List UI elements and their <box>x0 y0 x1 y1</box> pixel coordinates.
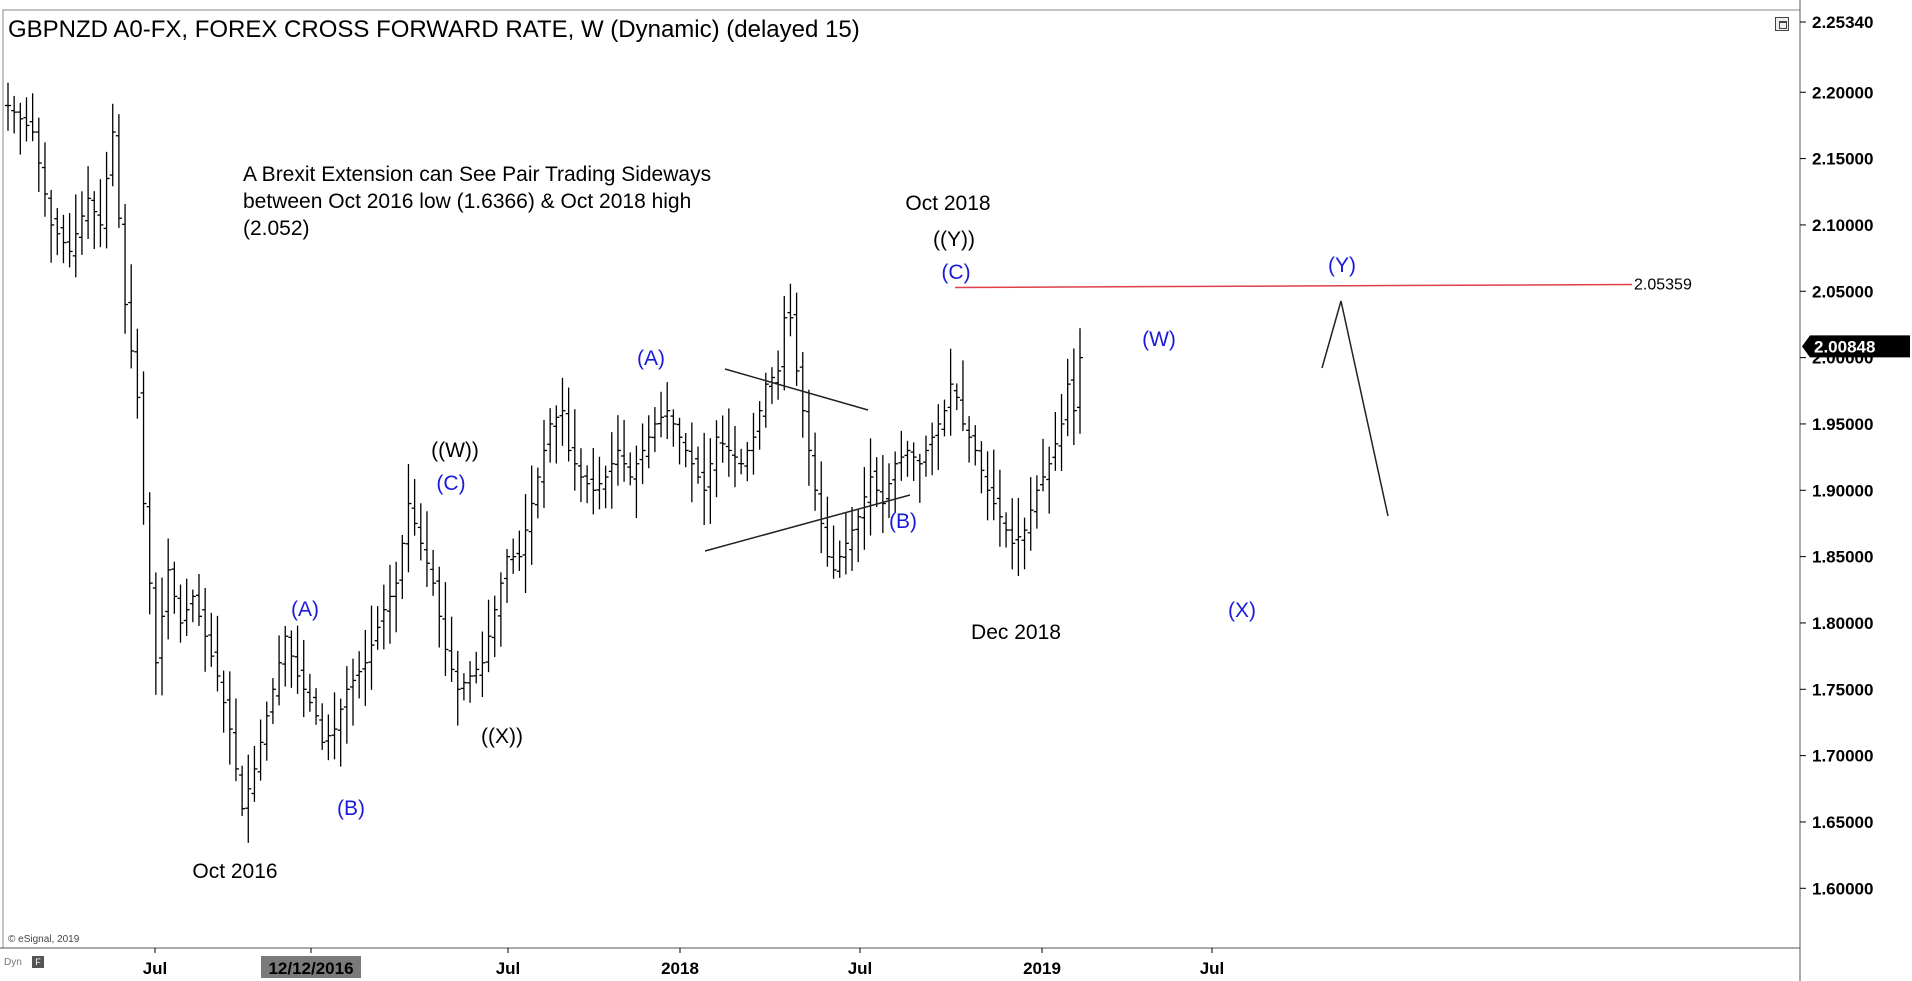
maximize-icon[interactable] <box>1775 17 1789 31</box>
last-price-label: 2.00848 <box>1814 337 1875 356</box>
resistance-line <box>954 283 1633 289</box>
triangle-lower-trendline <box>704 494 911 552</box>
wave-label-a2: (A) <box>637 347 665 370</box>
resistance-label: 2.05359 <box>1634 277 1692 294</box>
y-tick-label: 1.90000 <box>1812 481 1873 500</box>
y-tick-label: 1.60000 <box>1812 879 1873 898</box>
dyn-label: Dyn <box>4 957 22 968</box>
annotations: 2.05359 A Brexit Extension can See Pair T… <box>192 163 1692 883</box>
wave-label-x: (X) <box>1228 599 1256 622</box>
y-tick-label: 2.10000 <box>1812 216 1873 235</box>
x-axis: Jul 12/12/2016 Jul 2018 Jul 2019 Jul <box>143 948 1225 978</box>
x-tick-label: Jul <box>143 959 168 978</box>
triangle-upper-trendline <box>724 368 869 411</box>
x-tick-label: Jul <box>496 959 521 978</box>
y-tick-label: 2.05000 <box>1812 282 1873 301</box>
projection-path <box>1321 300 1389 517</box>
y-tick-label: 1.85000 <box>1812 548 1873 567</box>
wave-label-oct2016: Oct 2016 <box>192 860 277 883</box>
y-tick-label: 2.15000 <box>1812 150 1873 169</box>
y-tick-label: 1.65000 <box>1812 813 1873 832</box>
wave-label-y2: ((Y)) <box>933 228 975 251</box>
y-top-price-label: 2.25340 <box>1812 13 1873 32</box>
ohlc-bars <box>5 82 1083 843</box>
wave-label-dec2018: Dec 2018 <box>971 621 1061 644</box>
chart-title: GBPNZD A0-FX, FOREX CROSS FORWARD RATE, … <box>8 16 860 43</box>
wave-label-c1: (C) <box>436 472 465 495</box>
y-tick-label: 1.70000 <box>1812 747 1873 766</box>
y-tick-label: 1.75000 <box>1812 680 1873 699</box>
wave-label-y: (Y) <box>1328 254 1356 277</box>
x-tick-label: Jul <box>1200 959 1225 978</box>
wave-label-w2: ((W)) <box>431 439 479 462</box>
wave-label-oct2018: Oct 2018 <box>905 192 990 215</box>
x-tick-highlight <box>261 956 361 978</box>
last-price-badge <box>1802 335 1910 358</box>
x-tick-label: 2018 <box>661 959 699 978</box>
wave-label-c2: (C) <box>941 261 970 284</box>
wave-label-b1: (B) <box>337 797 365 820</box>
dynamic-icon[interactable]: F <box>32 956 44 968</box>
y-tick-label: 1.80000 <box>1812 614 1873 633</box>
x-tick-label: Jul <box>848 959 873 978</box>
copyright-text: © eSignal, 2019 <box>8 934 80 945</box>
wave-label-x2: ((X)) <box>481 725 523 748</box>
wave-label-w: (W) <box>1142 328 1176 351</box>
wave-label-a1: (A) <box>291 598 319 621</box>
x-tick-label: 2019 <box>1023 959 1061 978</box>
note-text-line: between Oct 2016 low (1.6366) & Oct 2018… <box>243 190 691 213</box>
plot-border <box>0 0 1801 981</box>
y-tick-label: 2.20000 <box>1812 83 1873 102</box>
x-tick-label: 12/12/2016 <box>268 959 353 978</box>
y-tick-label: 1.95000 <box>1812 415 1873 434</box>
y-axis: 2.200002.150002.100002.050002.000001.950… <box>1800 13 1910 898</box>
wave-label-b2: (B) <box>889 510 917 533</box>
note-text-line: A Brexit Extension can See Pair Trading … <box>243 163 711 186</box>
note-text-line: (2.052) <box>243 217 310 240</box>
